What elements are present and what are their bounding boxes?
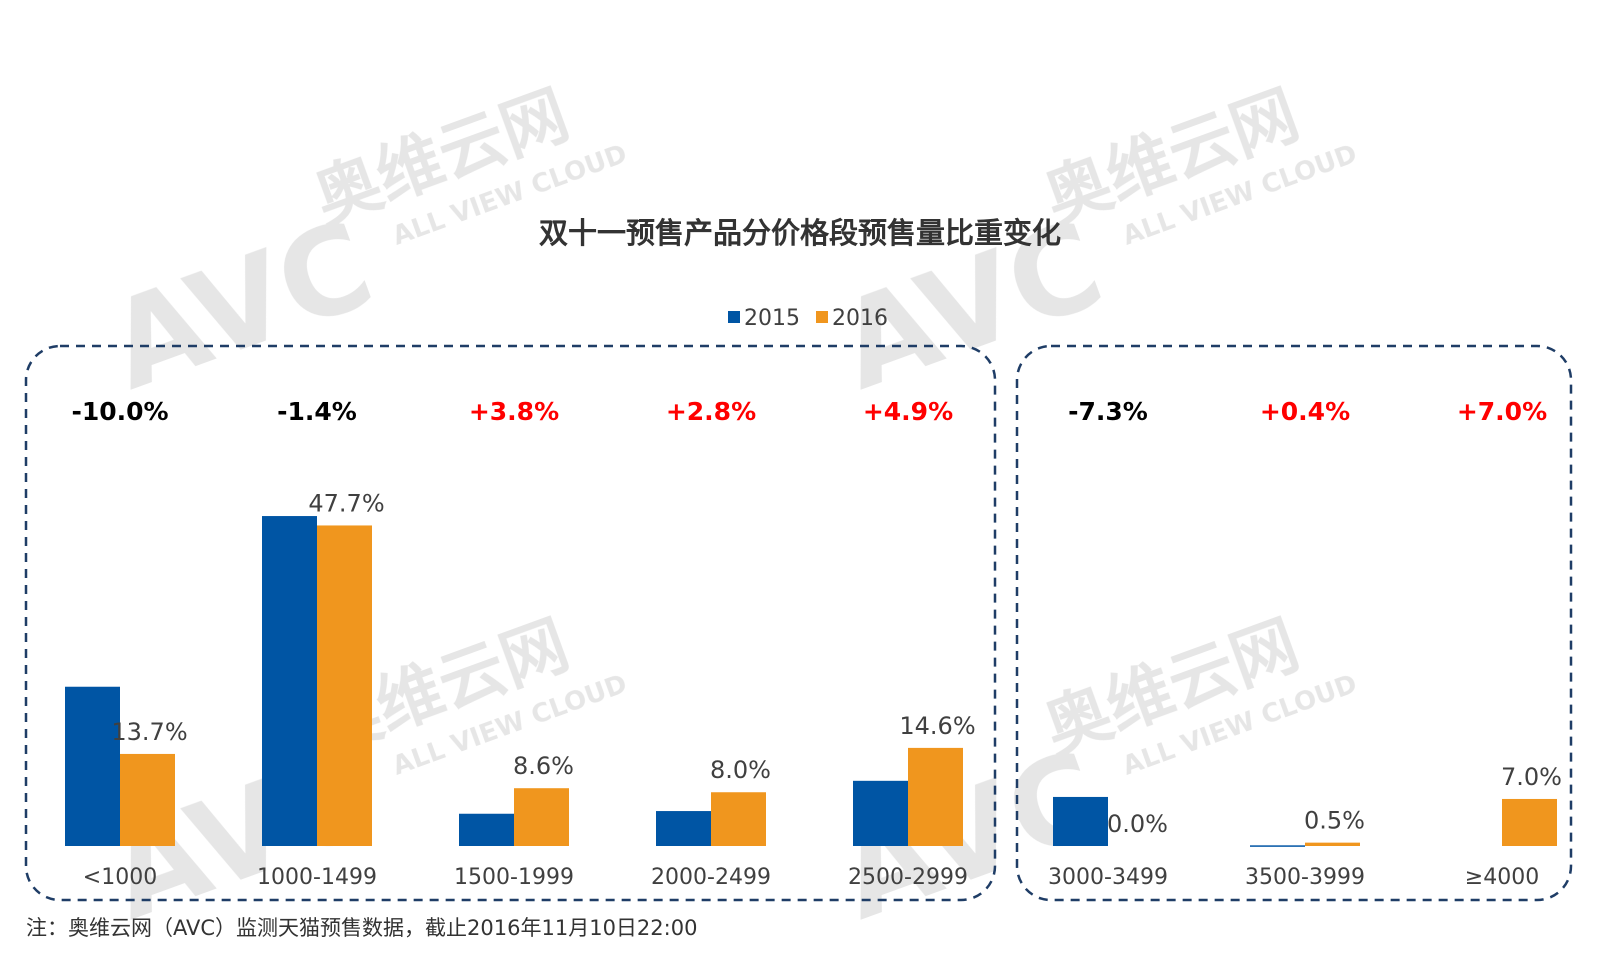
legend-label-2015: 2015 xyxy=(744,306,800,331)
bar-2015-1 xyxy=(262,516,317,846)
data-label-2016-5: 0.0% xyxy=(1107,810,1168,838)
group-box-high xyxy=(1015,344,1573,902)
footnote: 注：奥维云网（AVC）监测天猫预售数据，截止2016年11月10日22:00 xyxy=(26,916,697,940)
bar-2015-6 xyxy=(1250,845,1305,847)
category-label-6: 3500-3999 xyxy=(1245,865,1365,890)
data-label-2016-0: 13.7% xyxy=(111,718,187,746)
category-label-3: 2000-2499 xyxy=(651,865,771,890)
bar-2015-4 xyxy=(853,780,908,846)
change-label-7: +7.0% xyxy=(1457,397,1547,426)
bar-2016-0 xyxy=(120,753,175,846)
legend-swatch-2015 xyxy=(728,311,740,323)
change-label-5: -7.3% xyxy=(1068,397,1148,426)
bar-2016-2 xyxy=(514,788,569,846)
category-label-1: 1000-1499 xyxy=(257,865,377,890)
group-box-low xyxy=(24,344,997,902)
value-labels: 13.7% 47.7% 8.6% 8.0% 14.6% 0.0% 0.5% 7.0% xyxy=(111,489,1562,838)
category-label-7: ≥4000 xyxy=(1465,865,1539,890)
legend-swatch-2016 xyxy=(816,311,828,323)
change-label-6: +0.4% xyxy=(1260,397,1350,426)
change-label-2: +3.8% xyxy=(469,397,559,426)
chart-title: 双十一预售产品分价格段预售量比重变化 xyxy=(539,216,1061,250)
bar-2016-7 xyxy=(1502,798,1557,846)
legend-label-2016: 2016 xyxy=(832,306,888,331)
data-label-2016-1: 47.7% xyxy=(308,489,384,517)
change-label-3: +2.8% xyxy=(666,397,756,426)
data-label-2016-3: 8.0% xyxy=(710,756,771,784)
bars xyxy=(65,516,1557,847)
bar-2015-3 xyxy=(656,811,711,846)
data-label-2016-2: 8.6% xyxy=(513,752,574,780)
bar-2016-1 xyxy=(317,525,372,846)
bar-2015-0 xyxy=(65,686,120,846)
category-label-0: <1000 xyxy=(83,865,157,890)
data-label-2016-4: 14.6% xyxy=(899,712,975,740)
change-label-0: -10.0% xyxy=(71,397,168,426)
legend: 2015 2016 xyxy=(728,306,888,331)
change-label-1: -1.4% xyxy=(277,397,357,426)
bar-2016-4 xyxy=(908,747,963,846)
bar-2015-5 xyxy=(1053,796,1108,846)
change-labels: -10.0% -1.4% +3.8% +2.8% +4.9% -7.3% +0.4% +7.0… xyxy=(71,397,1547,426)
data-label-2016-7: 7.0% xyxy=(1501,763,1562,791)
change-label-4: +4.9% xyxy=(863,397,953,426)
bar-2016-6 xyxy=(1305,842,1360,846)
data-label-2016-6: 0.5% xyxy=(1304,807,1365,835)
category-labels: <1000 1000-1499 1500-1999 2000-2499 2500-299… xyxy=(83,865,1539,890)
bar-2015-2 xyxy=(459,813,514,846)
bar-2016-3 xyxy=(711,792,766,846)
category-label-4: 2500-2999 xyxy=(848,865,968,890)
category-label-5: 3000-3499 xyxy=(1048,865,1168,890)
category-label-2: 1500-1999 xyxy=(454,865,574,890)
